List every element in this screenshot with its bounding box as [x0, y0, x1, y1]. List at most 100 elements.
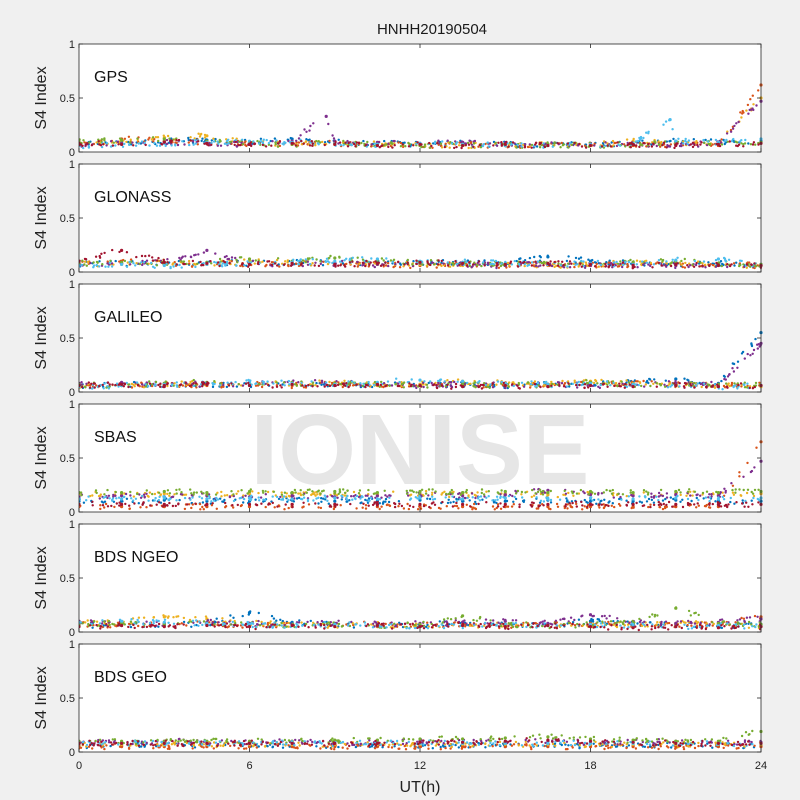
data-dot — [447, 264, 450, 267]
data-dot — [730, 140, 734, 143]
data-dot — [669, 264, 673, 268]
data-dot — [190, 265, 194, 268]
data-dot — [696, 502, 699, 505]
data-dot — [337, 138, 340, 141]
data-dot — [613, 505, 616, 509]
data-dot — [219, 382, 222, 385]
data-dot — [293, 383, 297, 386]
data-dot — [568, 266, 572, 269]
data-point — [162, 260, 166, 264]
data-dot — [431, 488, 434, 491]
data-dot — [356, 256, 359, 259]
data-dot — [311, 258, 314, 261]
data-dot — [82, 146, 85, 150]
data-dot — [533, 383, 537, 386]
data-dot — [449, 384, 452, 387]
data-dot — [304, 258, 307, 261]
data-dot — [364, 494, 367, 497]
data-dot — [106, 262, 109, 265]
data-dot — [753, 385, 756, 389]
data-dot — [100, 138, 104, 141]
data-dot — [431, 495, 434, 498]
data-dot — [693, 259, 697, 263]
data-dot — [175, 381, 178, 384]
data-dot — [625, 379, 628, 382]
data-dot — [669, 262, 672, 265]
data-dot — [347, 141, 350, 145]
data-dot — [265, 263, 268, 267]
data-dot — [644, 496, 647, 499]
data-dot — [372, 492, 376, 495]
data-dot — [650, 380, 653, 383]
data-dot — [441, 140, 444, 143]
data-dot — [469, 505, 472, 508]
data-dot — [549, 489, 552, 493]
data-dot — [629, 146, 632, 149]
data-dot — [151, 492, 154, 496]
data-dot — [669, 385, 672, 388]
data-dot — [198, 385, 201, 388]
data-dot — [331, 134, 334, 137]
data-dot — [338, 489, 342, 493]
data-dot — [412, 144, 415, 147]
data-dot — [236, 140, 239, 144]
data-dot — [595, 262, 598, 266]
data-dot — [169, 139, 172, 142]
data-dot — [750, 263, 753, 267]
data-dot — [499, 507, 503, 510]
data-dot — [573, 260, 576, 263]
data-dot — [754, 143, 757, 146]
data-dot — [241, 143, 245, 146]
data-dot — [665, 503, 668, 507]
data-point — [418, 378, 422, 382]
y-tick-label: 0.5 — [60, 333, 75, 345]
data-dot — [364, 264, 367, 268]
data-point — [205, 261, 209, 265]
data-dot — [444, 496, 447, 499]
data-dot — [621, 493, 625, 496]
data-dot — [731, 362, 734, 365]
data-dot — [719, 491, 722, 494]
data-dot — [571, 382, 574, 386]
data-point — [461, 502, 465, 506]
data-dot — [721, 262, 724, 266]
data-dot — [711, 263, 715, 267]
data-dot — [226, 494, 229, 497]
data-dot — [214, 493, 218, 496]
data-dot — [94, 489, 98, 492]
data-dot — [437, 140, 440, 143]
data-dot — [723, 487, 726, 490]
data-dot — [432, 263, 436, 266]
data-dot — [150, 383, 154, 386]
data-point — [546, 143, 550, 148]
data-dot — [234, 139, 237, 142]
data-dot — [600, 492, 604, 495]
data-dot — [558, 384, 561, 387]
data-dot — [454, 385, 458, 389]
data-dot — [138, 262, 142, 266]
data-dot — [378, 502, 381, 505]
data-dot — [261, 489, 265, 493]
data-dot — [198, 495, 201, 498]
data-dot — [227, 257, 231, 261]
data-point — [503, 493, 507, 497]
data-dot — [555, 502, 559, 506]
data-dot — [708, 496, 712, 499]
data-dot — [306, 263, 310, 266]
data-dot — [234, 256, 237, 260]
data-dot — [451, 505, 455, 508]
data-dot — [211, 385, 215, 389]
data-dot — [727, 258, 731, 261]
data-point — [120, 491, 124, 495]
data-point — [716, 491, 721, 495]
data-dot — [136, 137, 139, 140]
data-dot — [430, 381, 433, 385]
data-dot — [290, 386, 293, 390]
data-dot — [671, 128, 674, 131]
data-dot — [364, 144, 367, 147]
data-dot — [302, 493, 305, 496]
data-dot — [479, 146, 483, 149]
data-dot — [103, 251, 106, 255]
data-dot — [625, 138, 629, 141]
data-point — [418, 142, 422, 146]
